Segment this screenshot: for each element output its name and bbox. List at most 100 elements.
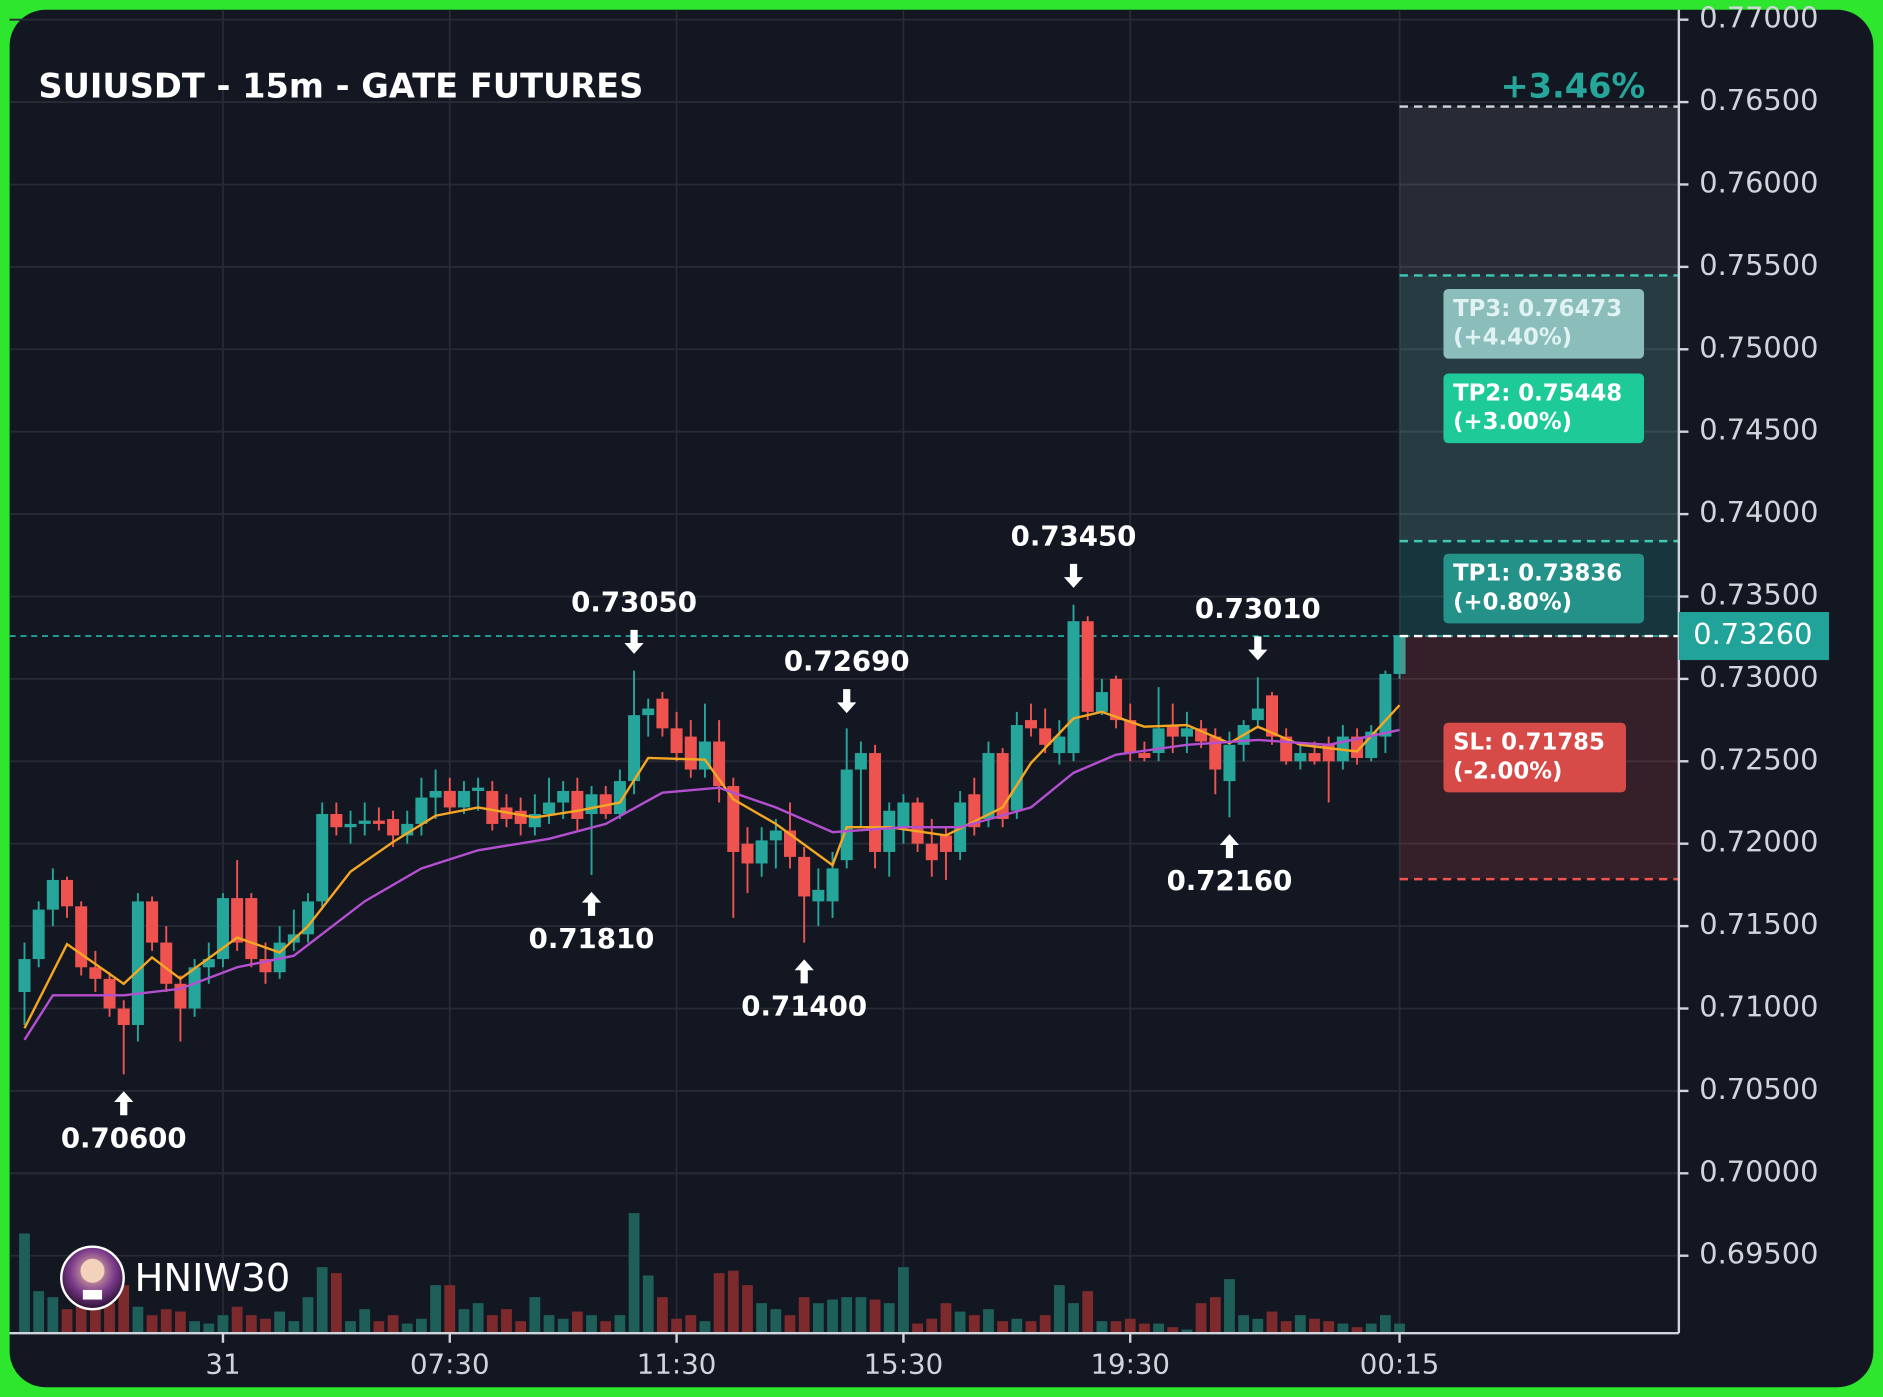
volume-bar: [217, 1315, 229, 1334]
volume-bar: [543, 1315, 555, 1334]
volume-bar: [1195, 1303, 1207, 1334]
level-name: SL: 0.71785: [1453, 730, 1605, 756]
candle-body: [854, 753, 867, 770]
candle-body: [216, 898, 229, 960]
candle-body: [330, 814, 343, 828]
volume-bar: [869, 1299, 881, 1334]
candle-body: [869, 753, 882, 852]
volume-bar: [756, 1303, 768, 1334]
candle-body: [202, 959, 215, 968]
volume-bar: [1068, 1303, 1079, 1334]
volume-bar: [515, 1321, 527, 1334]
volume-bar: [1280, 1321, 1292, 1334]
volume-bar: [1323, 1321, 1335, 1334]
x-tick-label: 15:30: [864, 1348, 944, 1381]
candle-body: [1110, 678, 1123, 721]
volume-bar: [742, 1285, 753, 1334]
candle-body: [1053, 736, 1066, 754]
candle-body: [188, 967, 201, 1009]
volume-bar: [1238, 1315, 1250, 1334]
candle-body: [1024, 720, 1038, 729]
volume-bar: [855, 1297, 867, 1334]
level-name: TP2: 0.75448: [1453, 380, 1622, 406]
candle-body: [897, 802, 910, 828]
volume-bar: [430, 1285, 442, 1334]
x-tick-label: 31: [205, 1348, 240, 1381]
volume-bar: [472, 1303, 484, 1334]
x-tick-label: 19:30: [1090, 1348, 1170, 1381]
candle-body: [557, 790, 570, 803]
candle-body: [840, 769, 853, 861]
candle-body: [231, 898, 244, 943]
candle-body: [1081, 621, 1094, 712]
candle-body: [117, 1008, 130, 1025]
volume-bar: [1139, 1323, 1150, 1334]
volume-bar: [1039, 1315, 1051, 1334]
volume-bar: [401, 1323, 413, 1334]
volume-bar: [104, 1303, 115, 1334]
candle-body: [401, 823, 414, 836]
candle-body: [741, 843, 754, 864]
volume-bar: [302, 1297, 314, 1334]
candle-body: [585, 794, 598, 815]
watermark: HNIW30: [135, 1256, 291, 1301]
volume-bar: [274, 1311, 286, 1334]
candle-body: [1095, 692, 1108, 712]
candle-body: [798, 856, 811, 897]
level-box: [1443, 553, 1645, 624]
volume-bar: [1110, 1321, 1122, 1334]
candle-body: [1152, 728, 1165, 754]
volume-bar: [245, 1315, 257, 1334]
volume-bar: [359, 1309, 371, 1334]
chart-background: [9, 9, 1874, 1388]
candle-body: [1379, 673, 1392, 737]
volume-bar: [416, 1318, 427, 1334]
candle-body: [245, 898, 258, 960]
candle-body: [372, 820, 385, 824]
volume-bar: [1096, 1321, 1108, 1334]
volume-bar: [1266, 1311, 1278, 1334]
annotation-arrow: [114, 1091, 134, 1116]
level-box: [1443, 722, 1627, 793]
moving-average: [23, 704, 1401, 1029]
candle-body: [1039, 728, 1052, 745]
volume-bar: [146, 1315, 158, 1334]
volume-bar: [1224, 1279, 1235, 1334]
candle-body: [387, 818, 400, 836]
volume-bar: [160, 1309, 172, 1334]
volume-bar: [1181, 1329, 1193, 1334]
y-tick-label: 0.74000: [1699, 495, 1818, 529]
annotation-arrow: [1063, 563, 1084, 588]
candle-body: [642, 708, 655, 716]
annotation-arrow: [1248, 636, 1268, 661]
y-tick-label: 0.72500: [1699, 742, 1818, 776]
x-tick-label: 07:30: [410, 1348, 490, 1381]
volume-bar: [1379, 1315, 1391, 1334]
volume-bar: [841, 1297, 853, 1334]
volume-bar: [1153, 1323, 1164, 1334]
chart-title: SUIUSDT - 15m - GATE FUTURES: [38, 66, 643, 105]
level-change: (+0.80%): [1453, 589, 1572, 615]
volume-bar: [784, 1315, 796, 1334]
volume-bar: [883, 1303, 895, 1334]
candle-body: [61, 879, 74, 907]
volume-bar: [387, 1315, 399, 1334]
watermark-avatar: [60, 1245, 125, 1311]
volume-bar: [373, 1321, 385, 1334]
candle-body: [316, 814, 329, 902]
volume-bar: [614, 1315, 626, 1334]
volume-bar: [940, 1303, 952, 1334]
volume-bar: [529, 1297, 541, 1334]
volume-bar: [713, 1273, 725, 1334]
candle-body: [769, 830, 782, 841]
candle-body: [1180, 728, 1193, 737]
candle-body: [1351, 736, 1364, 759]
x-tick-label: 11:30: [637, 1348, 717, 1381]
candle-body: [1067, 621, 1080, 754]
volume-bar: [1011, 1318, 1023, 1334]
volume-bar: [557, 1318, 569, 1334]
volume-bar: [699, 1321, 711, 1334]
y-tick-label: 0.73500: [1699, 577, 1818, 611]
candle-body: [18, 959, 31, 993]
candle-body: [1265, 695, 1278, 737]
